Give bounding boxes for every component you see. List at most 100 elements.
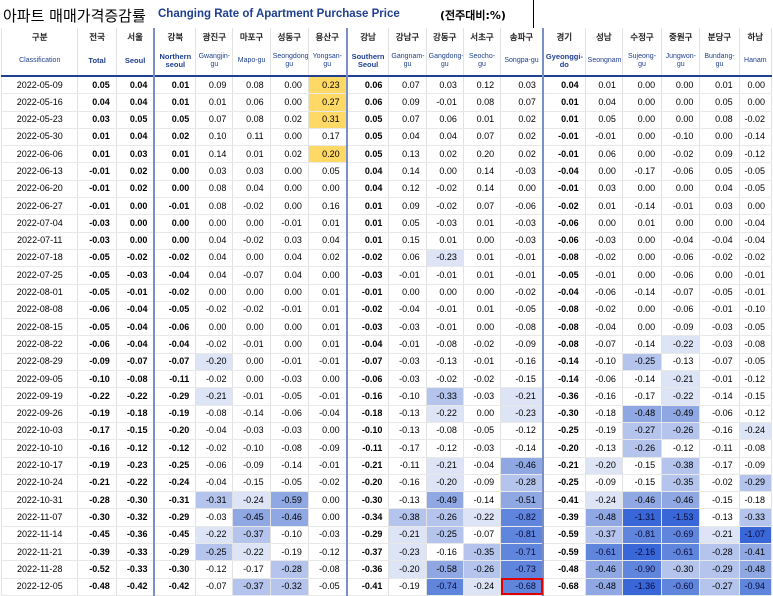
cell-value: 0.00: [621, 301, 663, 320]
header-en-17: Bundang-gu: [699, 47, 740, 76]
header-en-7: Yongsan-gu: [307, 47, 348, 76]
cell-value: -0.04: [153, 266, 197, 285]
cell-value: -0.30: [661, 560, 701, 579]
cell-value: -0.58: [425, 560, 464, 579]
cell-value: -0.05: [307, 578, 348, 596]
cell-value: -0.25: [195, 543, 234, 562]
cell-value: -0.22: [195, 526, 234, 545]
cell-value: -0.04: [115, 301, 155, 320]
cell-value: -0.05: [500, 301, 544, 320]
cell-value: 0.07: [388, 76, 427, 95]
cell-value: -0.04: [584, 318, 623, 337]
cell-value: 0.01: [541, 93, 586, 112]
cell-value: -0.03: [388, 318, 427, 337]
cell-value: 0.00: [699, 214, 740, 233]
cell-value: 0.00: [425, 162, 464, 181]
cell-value: -0.01: [269, 301, 309, 320]
cell-value: -0.94: [738, 578, 773, 596]
row-date: 2022-06-20: [0, 180, 79, 199]
cell-value: -0.02: [738, 249, 773, 268]
cell-value: 0.02: [115, 180, 155, 199]
cell-value: 0.01: [425, 232, 464, 250]
cell-value: -0.13: [425, 353, 464, 372]
cell-value: -0.42: [153, 578, 197, 596]
cell-value: -0.22: [232, 543, 271, 562]
cell-value: -0.15: [621, 457, 663, 475]
cell-value: -0.04: [738, 232, 773, 250]
cell-value: 0.00: [621, 93, 663, 112]
cell-value: -0.02: [584, 249, 623, 268]
row-date: 2022-11-21: [0, 543, 79, 562]
cell-value: 0.01: [584, 76, 623, 95]
row-date: 2022-07-04: [0, 214, 79, 233]
cell-value: -0.41: [541, 491, 586, 510]
cell-value: 0.07: [388, 111, 427, 129]
cell-value: -0.04: [195, 474, 234, 493]
cell-value: 0.01: [345, 197, 390, 216]
cell-value: 0.01: [307, 284, 348, 302]
cell-value: 0.00: [738, 197, 773, 216]
cell-value: -0.02: [153, 284, 197, 302]
cell-value: -0.32: [115, 508, 155, 527]
cell-value: 0.20: [462, 145, 502, 164]
cell-value: -0.49: [425, 491, 464, 510]
row-date: 2022-05-30: [0, 128, 79, 147]
cell-value: -0.17: [621, 162, 663, 181]
cell-value: -0.49: [661, 405, 701, 423]
table-row: 2022-11-28 -0.52 -0.33 -0.30 -0.12 -0.17 -0.28…: [0, 560, 773, 579]
cell-value: -0.21: [699, 526, 740, 545]
cell-value: -0.26: [661, 422, 701, 441]
cell-value: -0.30: [77, 508, 117, 527]
cell-value: -0.08: [269, 439, 309, 458]
cell-value: 0.07: [462, 197, 502, 216]
cell-value: 0.11: [232, 128, 271, 147]
cell-value: -0.02: [425, 370, 464, 389]
cell-value: 0.00: [621, 232, 663, 250]
cell-value: -0.06: [269, 405, 309, 423]
cell-value: 0.04: [345, 180, 390, 199]
table-row: 2022-05-23 0.03 0.05 0.05 0.07 0.08 0.02 0.31 0.…: [0, 111, 773, 129]
cell-value: 0.05: [307, 162, 348, 181]
cell-value: -0.01: [307, 387, 348, 406]
cell-value: -0.08: [425, 422, 464, 441]
header-kr-18: 하남: [738, 28, 773, 47]
cell-value: -0.61: [584, 543, 623, 562]
cell-value: -0.10: [584, 353, 623, 372]
cell-value: -0.02: [425, 197, 464, 216]
cell-value: -0.09: [232, 457, 271, 475]
cell-value: 0.01: [307, 301, 348, 320]
cell-value: -0.23: [388, 543, 427, 562]
cell-value: -0.16: [500, 353, 544, 372]
cell-value: -0.01: [661, 197, 701, 216]
cell-value: -0.52: [77, 560, 117, 579]
cell-value: -0.11: [699, 439, 740, 458]
cell-value: 0.14: [462, 162, 502, 181]
cell-value: -0.12: [115, 439, 155, 458]
cell-value: -0.04: [541, 162, 586, 181]
header-kr-11: 서초구: [462, 28, 502, 47]
cell-value: -0.05: [153, 301, 197, 320]
cell-value: -0.02: [500, 284, 544, 302]
cell-value: 0.09: [699, 145, 740, 164]
cell-value: -0.07: [661, 284, 701, 302]
cell-value: -0.02: [153, 249, 197, 268]
cell-value: -0.25: [541, 422, 586, 441]
cell-value: 0.00: [232, 249, 271, 268]
cell-value: -0.01: [584, 266, 623, 285]
cell-value: 0.06: [345, 93, 390, 112]
cell-value: -0.25: [153, 457, 197, 475]
cell-value: 0.00: [584, 162, 623, 181]
cell-value: 0.05: [699, 162, 740, 181]
header-kr-4: 광진구: [195, 28, 234, 47]
cell-value: -0.01: [462, 353, 502, 372]
header-kr-10: 강동구: [425, 28, 464, 47]
header-kr-17: 분당구: [699, 28, 740, 47]
table-row: 2022-12-05 -0.48 -0.42 -0.42 -0.07 -0.37 -0.32…: [0, 578, 773, 596]
cell-value: 0.15: [388, 232, 427, 250]
header-kr-2: 서울: [115, 28, 155, 47]
cell-value: -0.10: [232, 439, 271, 458]
cell-value: 0.04: [269, 249, 309, 268]
row-date: 2022-07-18: [0, 249, 79, 268]
table-row: 2022-11-21 -0.39 -0.33 -0.29 -0.25 -0.22 -0.19…: [0, 543, 773, 562]
cell-value: -0.35: [462, 543, 502, 562]
